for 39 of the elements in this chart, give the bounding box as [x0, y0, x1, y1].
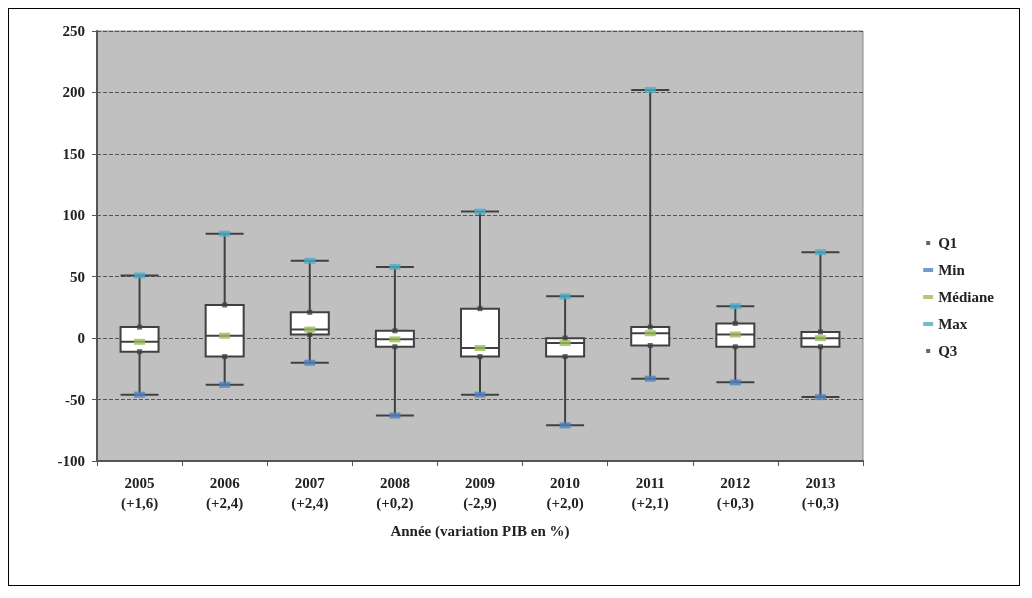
- x-tick-label: 2013 (+0,3): [801, 475, 840, 512]
- point: [222, 354, 228, 360]
- x-tick-label: 2007 (+2,4): [291, 475, 329, 512]
- y-tick-label: 0: [77, 330, 85, 347]
- y-tick-label: 150: [62, 145, 85, 162]
- point: [392, 328, 398, 334]
- y-tick-label: 250: [62, 23, 85, 39]
- x-tick-label: 2011 (+2,1): [631, 475, 669, 512]
- legend-label: Max: [938, 316, 968, 332]
- y-tick-label: 100: [62, 207, 85, 224]
- x-axis-title: Année (variation PIB en %): [390, 522, 570, 540]
- point: [732, 320, 738, 326]
- point: [477, 354, 483, 360]
- x-tick-label: 2005 (+1,6): [120, 475, 159, 512]
- x-tick-label: 2012 (+0,3): [716, 475, 754, 512]
- point: [392, 344, 398, 350]
- legend-label: Q1: [938, 235, 958, 251]
- legend-label: Q3: [938, 343, 958, 359]
- y-tick-label: 200: [62, 84, 85, 101]
- x-tick-label: 2009 (-2,9): [463, 475, 497, 512]
- point: [732, 344, 738, 350]
- y-tick-label: -50: [65, 391, 85, 408]
- point: [817, 329, 823, 335]
- x-tick-label: 2008 (+0,2): [376, 475, 414, 512]
- point: [137, 349, 143, 355]
- point: [647, 343, 653, 349]
- legend-label: Médiane: [938, 289, 995, 305]
- point: [477, 306, 483, 312]
- point: [137, 324, 143, 330]
- x-tick-label: 2006 (+2,4): [206, 475, 244, 512]
- y-tick-label: 50: [70, 268, 85, 285]
- point: [222, 302, 228, 308]
- point: [647, 324, 653, 330]
- point: [307, 309, 313, 315]
- point: [817, 344, 823, 350]
- legend-label: Min: [938, 262, 966, 278]
- point: [562, 354, 568, 360]
- y-tick-label: -100: [57, 453, 85, 469]
- x-tick-label: 2010 (+2,0): [546, 475, 584, 512]
